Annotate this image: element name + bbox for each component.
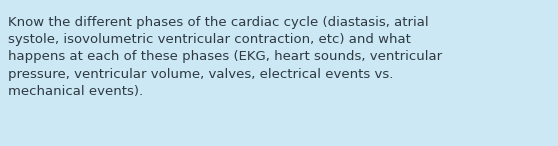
Text: Know the different phases of the cardiac cycle (diastasis, atrial
systole, isovo: Know the different phases of the cardiac… <box>8 16 442 98</box>
